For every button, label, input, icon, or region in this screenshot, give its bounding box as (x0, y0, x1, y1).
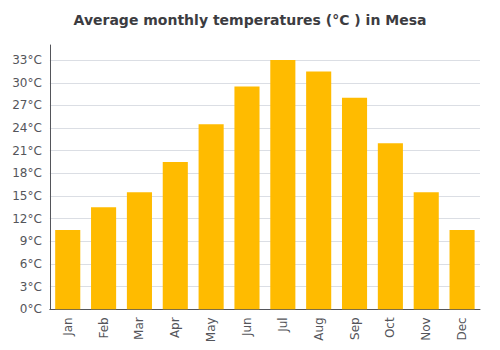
svg-text:Jul: Jul (276, 317, 290, 332)
svg-text:15°C: 15°C (12, 189, 42, 203)
svg-text:Oct: Oct (383, 317, 397, 338)
svg-text:24°C: 24°C (12, 121, 42, 135)
svg-text:18°C: 18°C (12, 166, 42, 180)
svg-text:Aug: Aug (312, 317, 326, 340)
svg-text:0°C: 0°C (20, 302, 42, 316)
svg-text:6°C: 6°C (20, 257, 42, 271)
svg-text:Apr: Apr (168, 317, 182, 338)
svg-text:Mar: Mar (132, 317, 146, 340)
svg-text:Average monthly temperatures (: Average monthly temperatures (°C ) in Me… (74, 12, 427, 28)
svg-text:Sep: Sep (348, 317, 362, 340)
svg-text:33°C: 33°C (12, 53, 42, 67)
svg-text:Dec: Dec (455, 317, 469, 340)
svg-text:12°C: 12°C (12, 212, 42, 226)
svg-text:Feb: Feb (97, 317, 111, 338)
svg-text:Nov: Nov (419, 317, 433, 340)
svg-text:May: May (204, 317, 218, 342)
svg-text:Jun: Jun (240, 317, 254, 337)
svg-text:21°C: 21°C (12, 144, 42, 158)
svg-text:Jan: Jan (61, 317, 75, 337)
svg-text:30°C: 30°C (12, 76, 42, 90)
svg-text:27°C: 27°C (12, 98, 42, 112)
svg-text:3°C: 3°C (20, 280, 42, 294)
svg-text:9°C: 9°C (20, 234, 42, 248)
